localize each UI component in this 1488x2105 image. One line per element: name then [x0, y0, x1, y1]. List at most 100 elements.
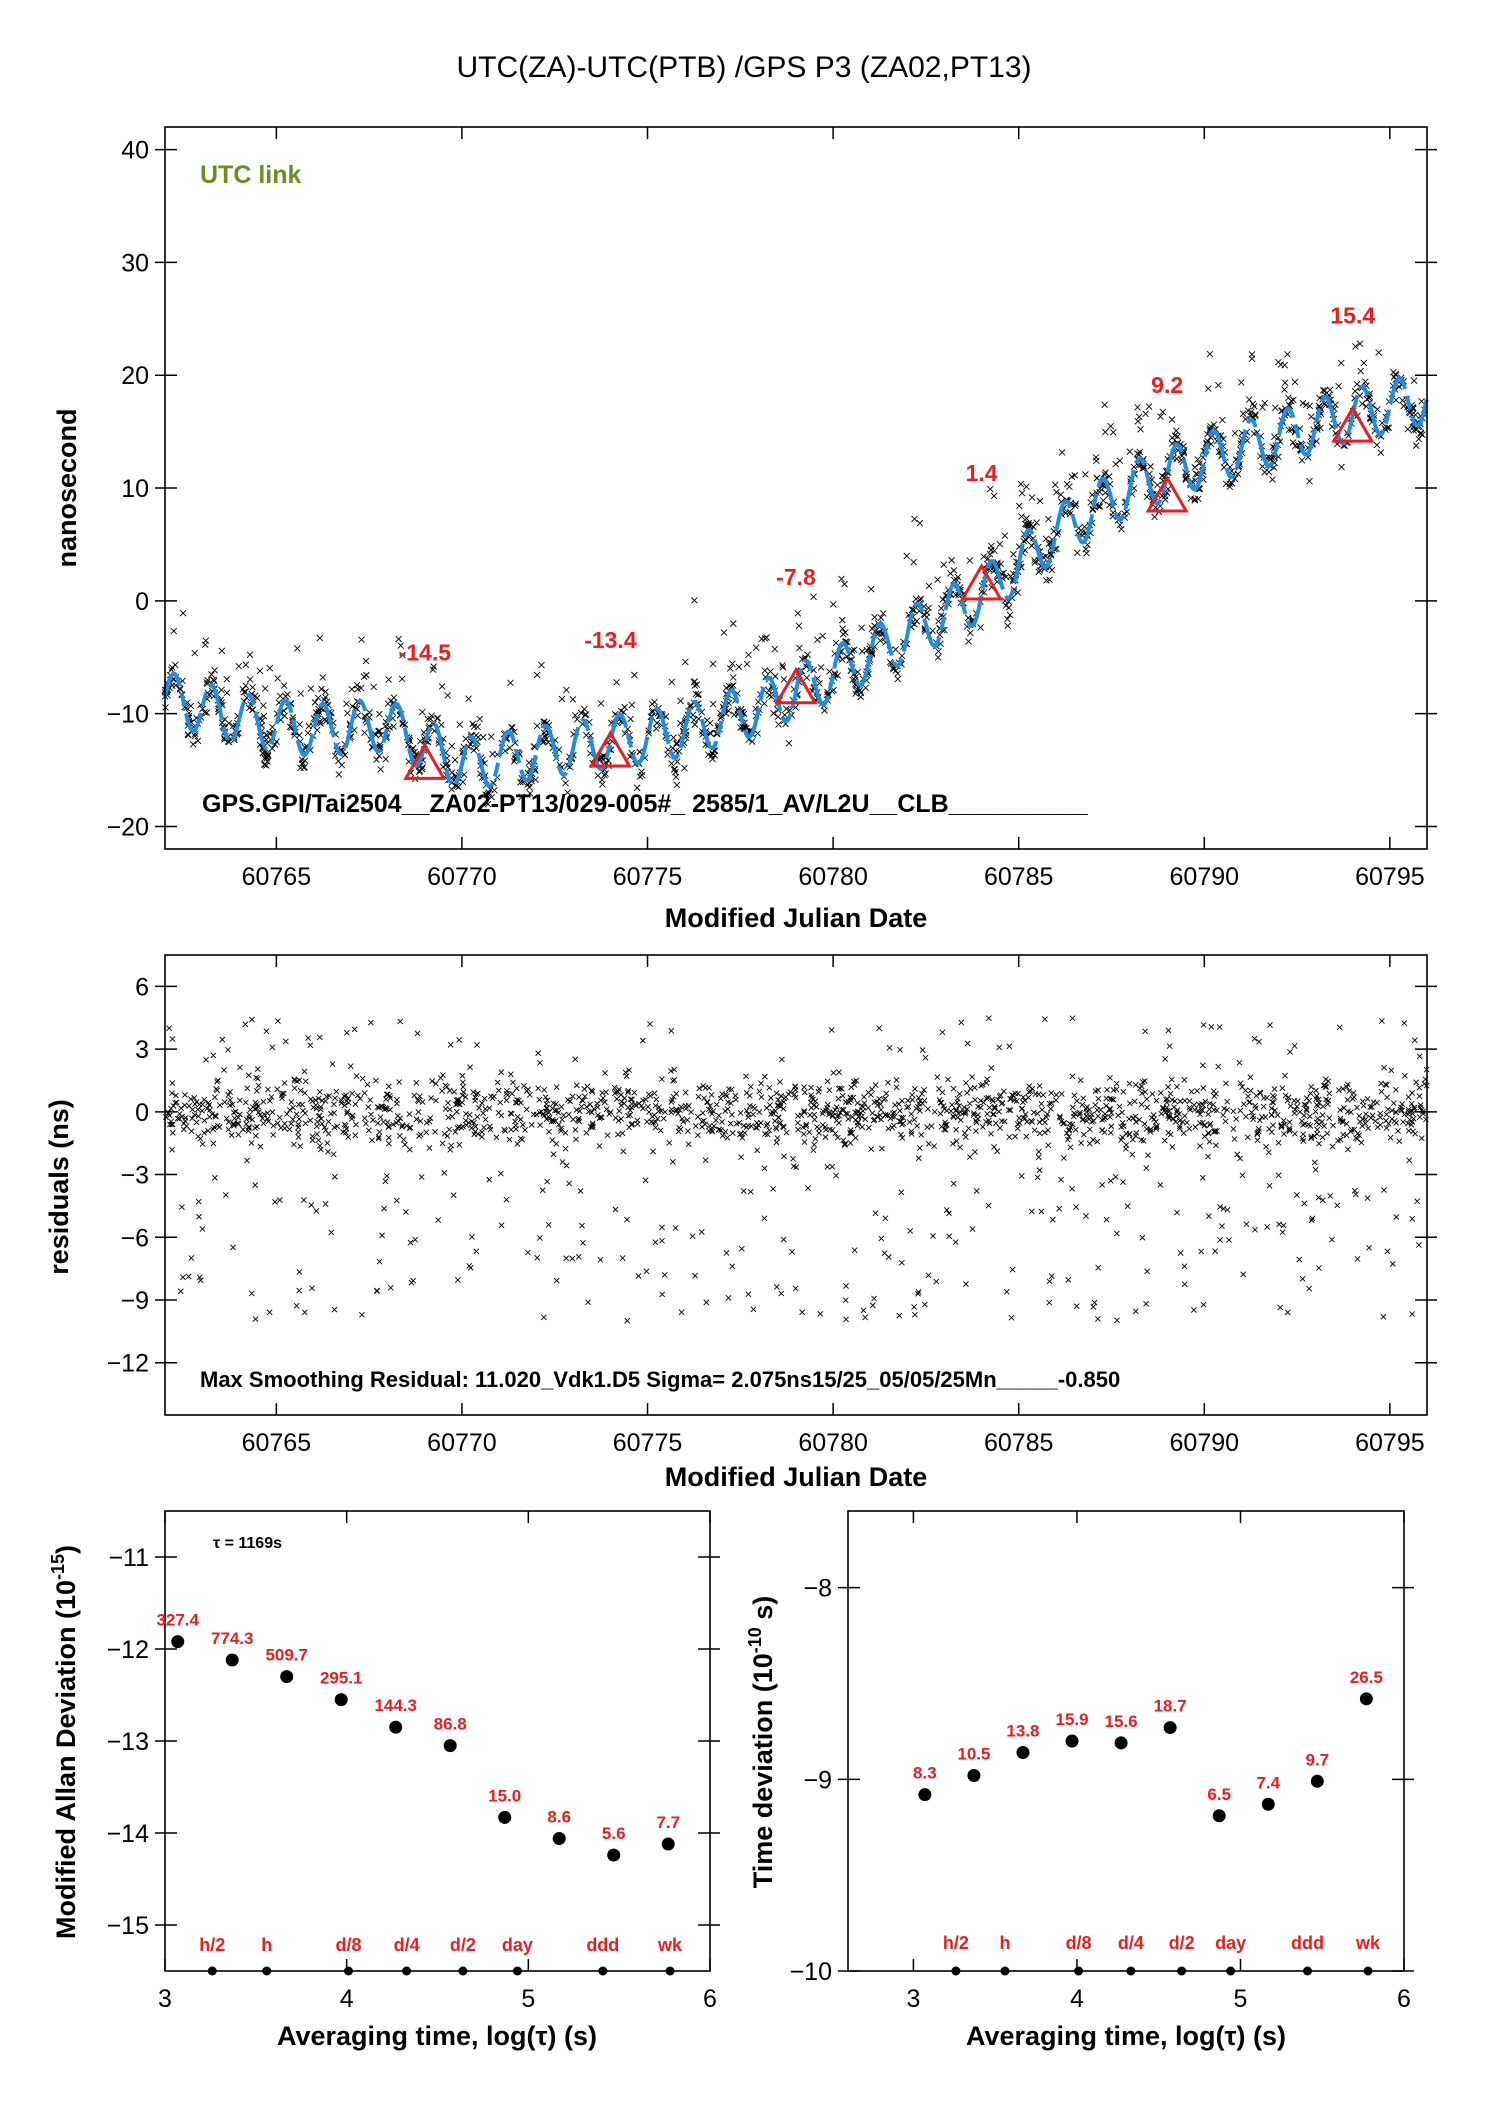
residual-point: [822, 1126, 829, 1133]
top-data-point: [668, 760, 675, 767]
top-data-point: [1365, 394, 1373, 402]
residual-point: [852, 1109, 858, 1116]
residual-point: [413, 1116, 420, 1123]
residual-point: [727, 1120, 734, 1127]
residual-point: [1220, 1205, 1227, 1212]
residual-point: [503, 1097, 510, 1104]
residual-point: [523, 1106, 530, 1113]
residual-point: [728, 1111, 735, 1118]
residual-point: [229, 1101, 236, 1108]
top-data-point: [841, 629, 849, 636]
residual-point: [544, 1097, 551, 1104]
top-x-tick-label: 60790: [1170, 863, 1240, 891]
residual-point: [1139, 1234, 1146, 1241]
residual-point: [877, 1101, 884, 1108]
residual-point: [940, 1103, 947, 1110]
residual-point: [182, 1118, 189, 1124]
residual-point: [837, 1085, 843, 1092]
residual-point: [673, 1108, 680, 1114]
top-data-point: [377, 766, 384, 773]
residual-point: [1415, 1241, 1422, 1248]
residual-point: [1199, 1174, 1206, 1181]
residual-point: [601, 1099, 608, 1106]
residual-point: [413, 1079, 420, 1086]
residual-point: [216, 1124, 223, 1130]
residual-point: [412, 1236, 419, 1243]
top-data-point: [261, 761, 269, 768]
top-data-point: [1168, 434, 1176, 441]
residual-point: [1129, 1151, 1136, 1158]
top-data-point: [852, 690, 859, 698]
top-data-point: [1101, 471, 1109, 478]
top-data-point: [916, 519, 924, 527]
top-data-point: [194, 737, 202, 745]
residual-point: [773, 1139, 780, 1146]
mdev-point-label: 5.6: [602, 1824, 626, 1843]
residual-point: [187, 1096, 194, 1102]
mdev-point-label: 8.6: [547, 1808, 571, 1827]
top-data-point: [434, 714, 441, 722]
marker-triangle: [588, 729, 633, 768]
residual-point: [1034, 1110, 1041, 1117]
residual-point: [253, 1074, 260, 1081]
residual-point: [793, 1164, 800, 1171]
residual-point: [375, 1135, 382, 1142]
top-data-point: [829, 600, 837, 608]
middle-x-tick-label: 60780: [798, 1429, 868, 1457]
residual-point: [416, 1093, 423, 1100]
residual-point: [1086, 1140, 1093, 1147]
residual-point: [1303, 1107, 1310, 1114]
top-data-point: [950, 576, 958, 584]
top-data-point: [707, 730, 714, 737]
residual-point: [908, 1111, 915, 1117]
residual-point: [406, 1111, 413, 1118]
marker-label: -13.4: [584, 627, 637, 653]
top-data-point: [1415, 435, 1423, 443]
top-data-point: [370, 683, 378, 691]
residual-point: [1000, 1088, 1007, 1095]
residual-point: [826, 1087, 833, 1094]
residual-point: [177, 1288, 184, 1295]
residual-point: [1153, 1097, 1160, 1104]
residual-point: [1246, 1099, 1253, 1105]
residual-point: [725, 1295, 732, 1301]
residual-point: [1260, 1103, 1267, 1110]
residual-point: [1230, 1126, 1237, 1132]
top-data-point: [467, 741, 474, 748]
residual-point: [578, 1103, 585, 1110]
top-axis-ticks: 60765 60770 60775 60780 60785 60790 60795−20−1…: [107, 127, 1437, 891]
residual-point: [432, 1080, 439, 1087]
residual-point: [925, 1140, 932, 1147]
residual-point: [357, 1095, 364, 1102]
residual-point: [1006, 1043, 1013, 1050]
residual-point: [498, 1222, 505, 1229]
residual-point: [612, 1206, 619, 1213]
residual-point: [1092, 1102, 1099, 1108]
top-data-point: [854, 668, 862, 676]
residual-point: [327, 1110, 334, 1117]
top-data-point: [482, 791, 489, 798]
top-data-point: [311, 699, 319, 706]
residual-point: [455, 1100, 461, 1107]
residual-point: [847, 1097, 854, 1104]
residual-point: [909, 1091, 916, 1098]
top-data-point: [720, 629, 728, 636]
residual-point: [1090, 1303, 1097, 1310]
residual-point: [1124, 1203, 1131, 1210]
residual-point: [684, 1117, 691, 1123]
mdev-interval-label: h/2: [199, 1935, 225, 1955]
tdev-point: [1261, 1797, 1275, 1811]
residual-point: [370, 1117, 376, 1123]
residual-point: [1399, 1101, 1405, 1107]
residual-point: [1230, 1108, 1237, 1115]
residual-point: [603, 1089, 609, 1096]
residual-point: [432, 1128, 439, 1135]
mdev-interval-dot: [343, 1966, 353, 1976]
top-data-point: [266, 664, 274, 672]
residual-point: [543, 1101, 550, 1107]
residual-point: [1112, 1174, 1119, 1180]
top-data-point: [817, 664, 825, 671]
residual-point: [1120, 1088, 1127, 1095]
residual-point: [618, 1115, 625, 1122]
residual-point: [1019, 1105, 1026, 1112]
